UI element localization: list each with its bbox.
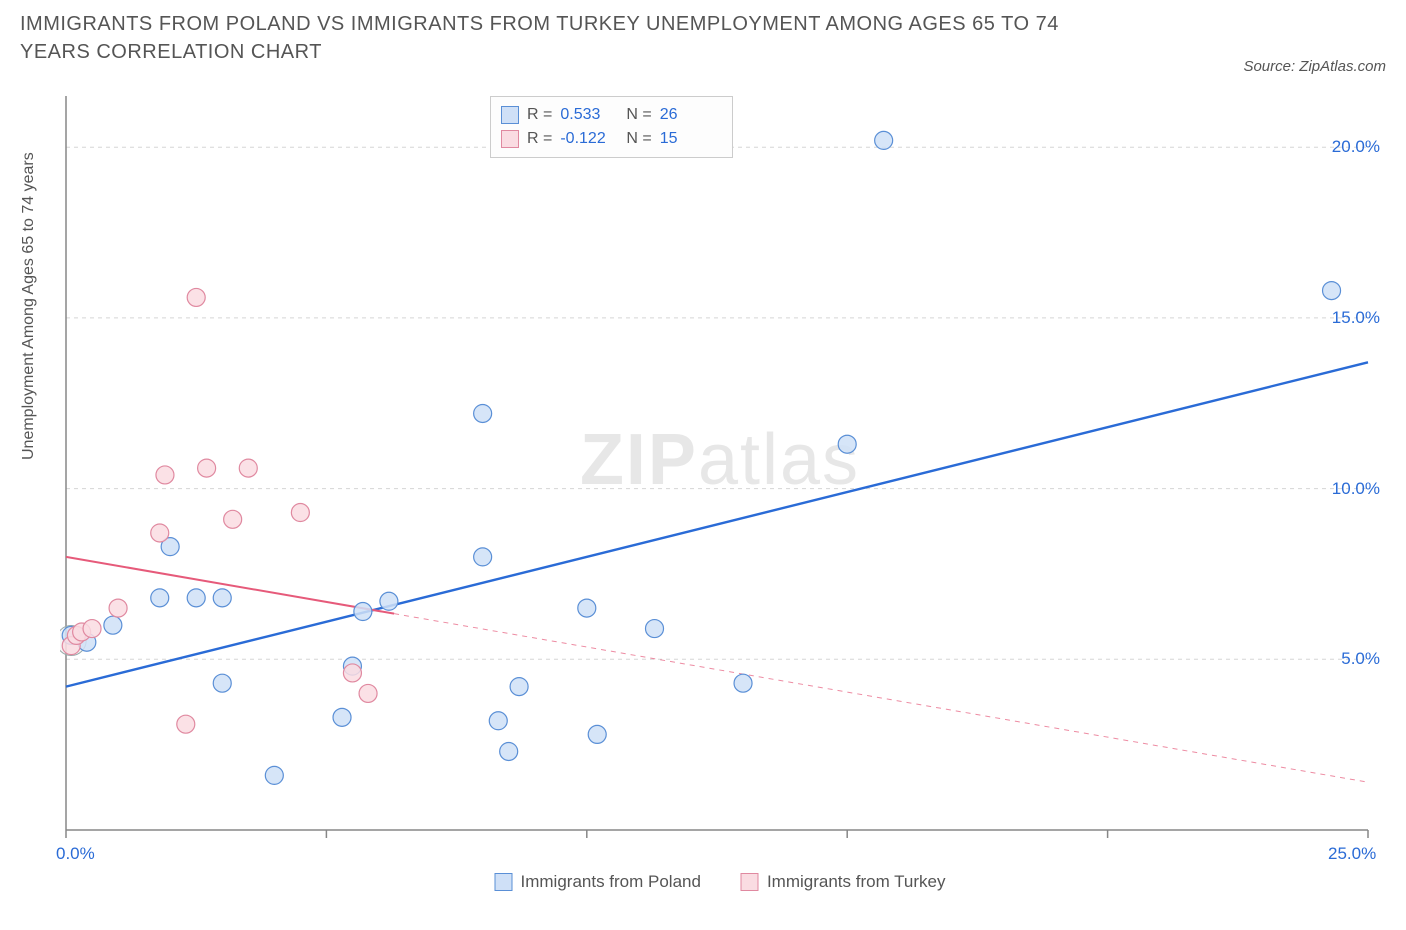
source-attribution: Source: ZipAtlas.com [1243,58,1386,75]
series-legend: Immigrants from Poland Immigrants from Tu… [495,872,946,892]
x-tick-label: 25.0% [1328,844,1376,864]
legend-r-label: R = [527,106,552,124]
series-legend-item-turkey: Immigrants from Turkey [741,872,946,892]
legend-row-turkey: R = -0.122 N = 15 [501,127,718,151]
chart-title: IMMIGRANTS FROM POLAND VS IMMIGRANTS FRO… [20,10,1120,66]
chart-area: ZIPatlas R =0.533N =26R =-0.122N =15 Imm… [60,90,1380,860]
legend-r-value: 0.533 [560,106,618,124]
legend-n-label: N = [626,106,651,124]
x-tick-label: 0.0% [56,844,95,864]
legend-swatch-icon [741,873,759,891]
legend-swatch-icon [501,106,519,124]
y-axis-label: Unemployment Among Ages 65 to 74 years [20,152,38,460]
legend-swatch-icon [495,873,513,891]
series-legend-label: Immigrants from Poland [521,872,701,892]
legend-n-value: 15 [660,130,718,148]
legend-n-value: 26 [660,106,718,124]
correlation-legend: R = 0.533 N = 26 R = -0.122 N = 15 [490,96,733,158]
y-tick-label: 15.0% [1332,308,1380,328]
y-tick-label: 20.0% [1332,137,1380,157]
legend-n-label: N = [626,130,651,148]
y-tick-label: 10.0% [1332,479,1380,499]
y-tick-label: 5.0% [1341,649,1380,669]
legend-row-poland: R = 0.533 N = 26 [501,103,718,127]
scatter-plot [60,90,1380,860]
series-legend-item-poland: Immigrants from Poland [495,872,701,892]
series-legend-label: Immigrants from Turkey [767,872,946,892]
legend-swatch-icon [501,130,519,148]
legend-r-value: -0.122 [560,130,618,148]
legend-r-label: R = [527,130,552,148]
